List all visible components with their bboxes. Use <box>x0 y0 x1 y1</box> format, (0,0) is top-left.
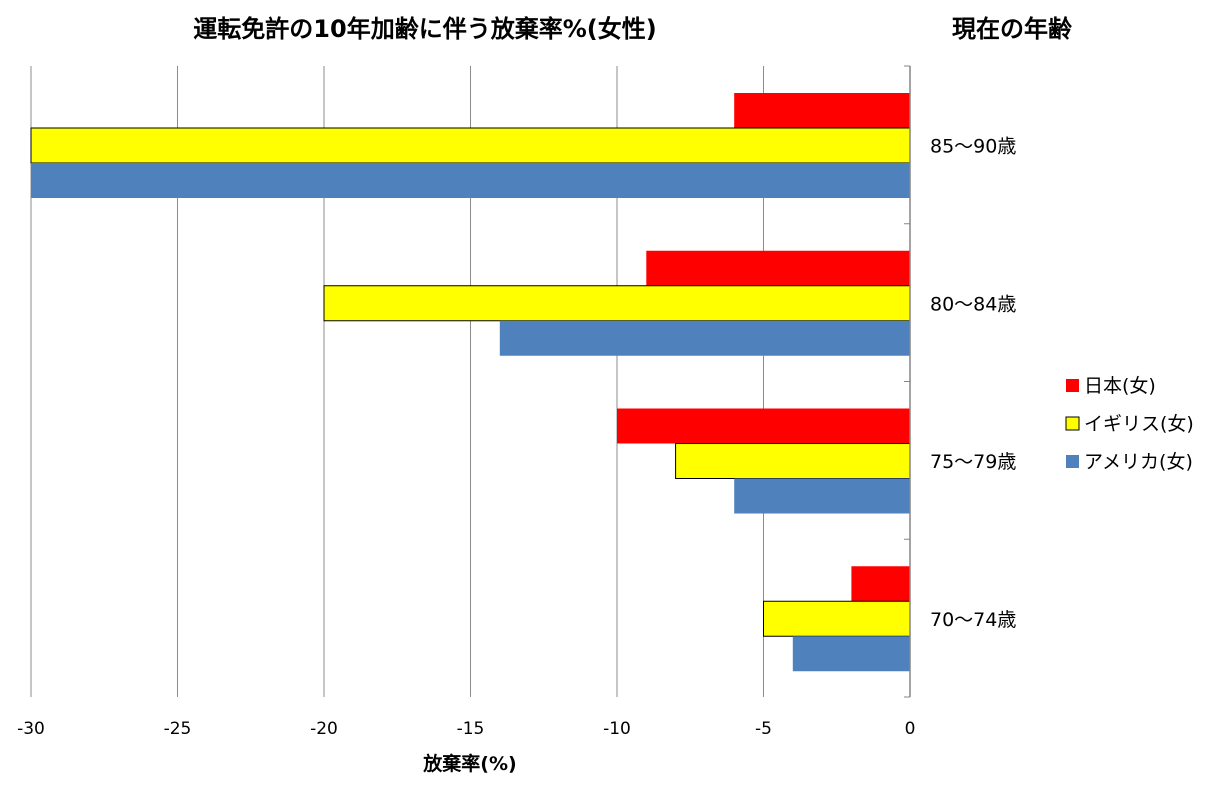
bar <box>792 636 910 672</box>
legend-swatch <box>1066 379 1079 392</box>
bar <box>734 93 910 128</box>
x-tick-label: -25 <box>164 719 192 739</box>
x-tick-label: -20 <box>310 719 338 739</box>
category-label: 70〜74歳 <box>930 609 1016 631</box>
bar <box>734 478 910 514</box>
bar <box>675 443 911 479</box>
bar <box>499 320 910 356</box>
x-tick-label: -5 <box>755 719 772 739</box>
bar <box>617 408 910 444</box>
bar <box>31 163 910 198</box>
bar <box>646 250 910 286</box>
bar <box>30 127 911 164</box>
bar <box>851 566 910 602</box>
bar <box>323 285 911 322</box>
bar <box>763 600 911 637</box>
category-label: 85〜90歳 <box>930 136 1016 158</box>
x-tick-label: -15 <box>457 719 485 739</box>
category-label: 80〜84歳 <box>930 293 1016 315</box>
legend-swatch <box>1065 416 1080 431</box>
x-tick-label: -30 <box>17 719 45 739</box>
legend-label: 日本(女) <box>1084 375 1156 397</box>
x-axis-title: 放棄率(%) <box>422 752 516 775</box>
legend-label: アメリカ(女) <box>1084 451 1193 473</box>
chart-title: 運転免許の10年加齢に伴う放棄率%(女性) <box>193 15 656 43</box>
y-axis-title: 現在の年齢 <box>952 15 1073 43</box>
x-tick-label: 0 <box>905 719 916 739</box>
category-label: 75〜79歳 <box>930 451 1016 473</box>
legend-label: イギリス(女) <box>1084 413 1194 435</box>
x-tick-label: -10 <box>603 719 631 739</box>
legend-swatch <box>1066 455 1079 468</box>
